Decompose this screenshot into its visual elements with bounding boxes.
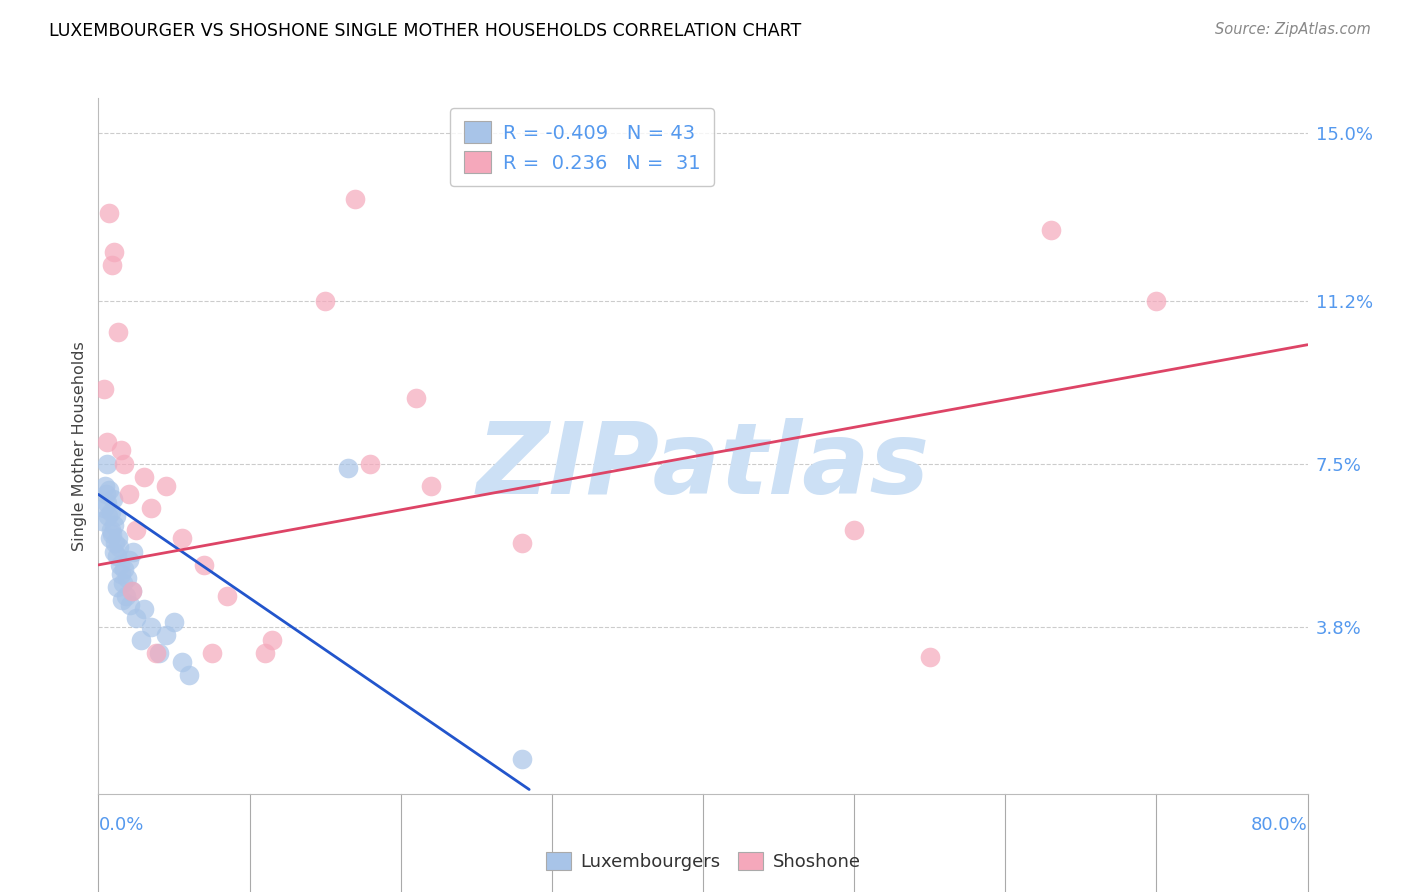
Point — [918, 650, 941, 665]
Point — [112, 562, 135, 576]
Point — [105, 580, 128, 594]
Point — [98, 205, 121, 219]
Point — [122, 544, 145, 558]
Legend: R = -0.409   N = 43, R =  0.236   N =  31: R = -0.409 N = 43, R = 0.236 N = 31 — [450, 108, 714, 186]
Point — [111, 575, 134, 590]
Point — [170, 532, 193, 546]
Point — [103, 544, 125, 558]
Point — [129, 632, 152, 647]
Point — [96, 434, 118, 449]
Text: LUXEMBOURGER VS SHOSHONE SINGLE MOTHER HOUSEHOLDS CORRELATION CHART: LUXEMBOURGER VS SHOSHONE SINGLE MOTHER H… — [49, 22, 801, 40]
Point — [148, 646, 170, 660]
Point — [96, 457, 118, 471]
Point — [98, 532, 121, 546]
Point — [110, 566, 132, 581]
Legend: Luxembourgers, Shoshone: Luxembourgers, Shoshone — [538, 845, 868, 879]
Point — [100, 523, 122, 537]
Point — [103, 245, 125, 260]
Point — [101, 259, 124, 273]
Point — [114, 589, 136, 603]
Point — [118, 553, 141, 567]
Point — [844, 523, 866, 537]
Point — [91, 514, 114, 528]
Point — [344, 193, 367, 207]
Point — [108, 541, 131, 555]
Point — [98, 483, 121, 497]
Text: ZIPatlas: ZIPatlas — [477, 418, 929, 516]
Point — [125, 611, 148, 625]
Point — [104, 536, 127, 550]
Point — [101, 527, 124, 541]
Point — [510, 536, 533, 550]
Point — [262, 632, 284, 647]
Point — [193, 558, 215, 572]
Point — [314, 293, 336, 308]
Point — [111, 593, 134, 607]
Point — [97, 509, 120, 524]
Point — [108, 558, 131, 572]
Point — [179, 668, 201, 682]
Point — [104, 509, 127, 524]
Point — [115, 571, 138, 585]
Point — [125, 523, 148, 537]
Point — [93, 500, 115, 515]
Point — [112, 457, 135, 471]
Point — [163, 615, 186, 629]
Point — [253, 646, 276, 660]
Point — [100, 505, 122, 519]
Point — [510, 752, 533, 766]
Point — [360, 457, 382, 471]
Point — [201, 646, 224, 660]
Point — [1039, 223, 1062, 237]
Point — [336, 461, 359, 475]
Point — [94, 487, 117, 501]
Point — [155, 478, 177, 492]
Point — [94, 478, 117, 492]
Point — [145, 646, 167, 660]
Point — [420, 478, 443, 492]
Point — [121, 584, 143, 599]
Point — [105, 549, 128, 563]
Point — [96, 496, 118, 510]
Point — [101, 491, 124, 506]
Text: 80.0%: 80.0% — [1251, 816, 1308, 834]
Y-axis label: Single Mother Households: Single Mother Households — [72, 341, 87, 551]
Point — [132, 602, 155, 616]
Point — [155, 628, 177, 642]
Point — [103, 518, 125, 533]
Point — [120, 598, 142, 612]
Point — [121, 584, 143, 599]
Point — [132, 470, 155, 484]
Point — [110, 443, 132, 458]
Text: Source: ZipAtlas.com: Source: ZipAtlas.com — [1215, 22, 1371, 37]
Point — [1144, 293, 1167, 308]
Point — [141, 500, 163, 515]
Point — [118, 487, 141, 501]
Point — [170, 655, 193, 669]
Point — [93, 382, 115, 396]
Point — [107, 532, 129, 546]
Text: 0.0%: 0.0% — [98, 816, 143, 834]
Point — [215, 589, 238, 603]
Point — [405, 391, 427, 405]
Point — [107, 325, 129, 339]
Point — [141, 619, 163, 633]
